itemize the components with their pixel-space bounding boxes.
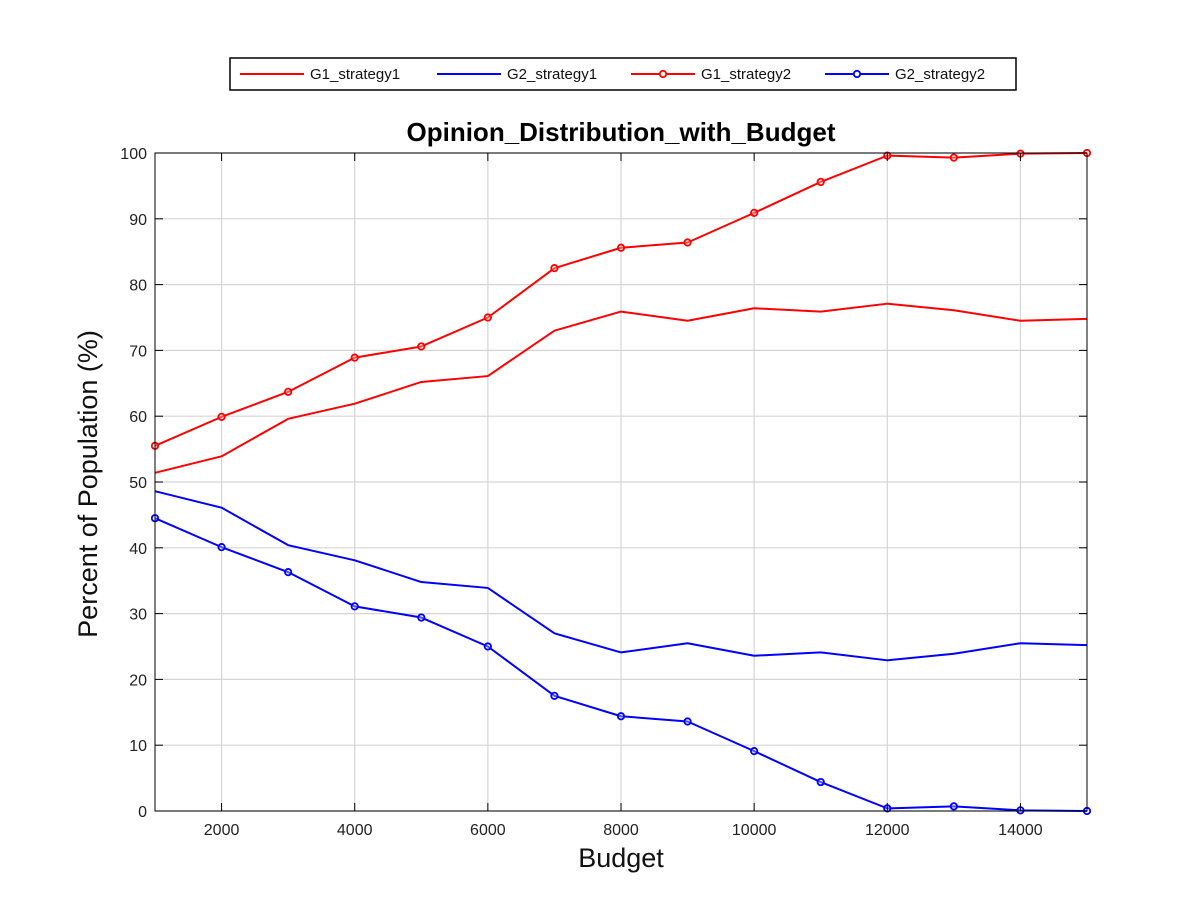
legend: G1_strategy1 G2_strategy1 G1_strategy2 G2_s…: [229, 57, 1017, 91]
legend-marker: [658, 69, 668, 79]
data-point: [284, 568, 293, 577]
data-point: [284, 387, 293, 396]
y-tick-label: 20: [129, 672, 147, 689]
y-tick-label: 30: [129, 607, 147, 624]
y-tick-label: 60: [129, 409, 147, 426]
data-point: [550, 264, 559, 273]
legend-entry: G2_strategy1: [437, 66, 597, 83]
series-G2_strategy1: [154, 490, 1088, 662]
y-tick-label: 0: [138, 804, 147, 821]
x-tick-label: 12000: [865, 822, 910, 839]
x-tick-label: 8000: [603, 822, 639, 839]
series-line: [154, 517, 1088, 812]
legend-label: G1_strategy1: [310, 66, 400, 83]
series-G1_strategy1: [154, 302, 1088, 474]
series-line: [154, 490, 1088, 662]
x-tick-label: 2000: [204, 822, 240, 839]
data-point: [417, 613, 426, 622]
x-tick-label: 6000: [470, 822, 506, 839]
data-point: [550, 691, 559, 700]
legend-entry: G1_strategy1: [240, 66, 400, 83]
data-point: [949, 153, 958, 162]
data-point: [816, 177, 825, 187]
x-tick-label: 10000: [732, 822, 777, 839]
x-tick-label: 4000: [337, 822, 373, 839]
y-tick-label: 70: [129, 343, 147, 360]
legend-entry: G1_strategy2: [631, 66, 791, 83]
legend-label: G2_strategy1: [507, 66, 597, 83]
y-tick-label: 90: [129, 212, 147, 229]
y-tick-label: 40: [129, 541, 147, 558]
data-point: [616, 243, 626, 252]
data-point: [683, 238, 692, 247]
data-point: [217, 543, 226, 552]
data-point: [350, 602, 359, 611]
series-line: [154, 152, 1088, 447]
data-point: [816, 777, 825, 787]
data-point: [683, 717, 692, 726]
legend-entry: G2_strategy2: [825, 66, 985, 83]
data-point: [217, 412, 226, 421]
series-line: [154, 302, 1088, 474]
data-point: [483, 642, 492, 651]
data-point: [350, 353, 359, 362]
legend-label: G1_strategy2: [701, 66, 791, 83]
y-tick-label: 80: [129, 278, 147, 295]
data-point: [750, 747, 759, 756]
chart-title: Opinion_Distribution_with_Budget: [407, 117, 836, 147]
data-point: [417, 342, 426, 351]
data-point: [616, 712, 626, 721]
data-point: [949, 802, 958, 811]
y-tick-label: 50: [129, 475, 147, 492]
ticks: 2000 4000 6000 8000 10000 12000 14000 0 10 20 30 40…: [120, 146, 1087, 839]
x-axis-title: Budget: [578, 843, 664, 873]
data-point: [483, 313, 492, 322]
x-tick-label: 14000: [998, 822, 1043, 839]
legend-label: G2_strategy2: [895, 66, 985, 83]
y-tick-label: 10: [129, 738, 147, 755]
y-tick-label: 100: [120, 146, 147, 163]
data-point: [750, 208, 759, 217]
legend-marker: [852, 69, 862, 79]
y-axis-title: Percent of Population (%): [73, 330, 103, 638]
